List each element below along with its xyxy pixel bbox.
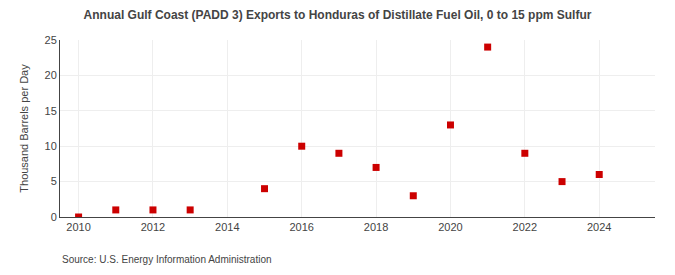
svg-text:10: 10 bbox=[45, 140, 57, 152]
svg-text:15: 15 bbox=[45, 105, 57, 117]
svg-text:2024: 2024 bbox=[587, 221, 611, 233]
svg-text:Source: U.S. Energy Informatio: Source: U.S. Energy Information Administ… bbox=[62, 254, 272, 265]
svg-text:2016: 2016 bbox=[289, 221, 313, 233]
svg-text:20: 20 bbox=[45, 69, 57, 81]
svg-text:2010: 2010 bbox=[66, 221, 90, 233]
svg-text:2018: 2018 bbox=[364, 221, 388, 233]
svg-text:Annual Gulf Coast (PADD 3) Exp: Annual Gulf Coast (PADD 3) Exports to Ho… bbox=[84, 8, 592, 22]
svg-text:0: 0 bbox=[51, 211, 57, 223]
svg-text:Thousand Barrels per Day: Thousand Barrels per Day bbox=[18, 64, 30, 193]
svg-text:2022: 2022 bbox=[513, 221, 537, 233]
svg-text:25: 25 bbox=[45, 34, 57, 46]
svg-text:2020: 2020 bbox=[438, 221, 462, 233]
svg-text:2012: 2012 bbox=[141, 221, 165, 233]
svg-text:5: 5 bbox=[51, 175, 57, 187]
svg-text:2014: 2014 bbox=[215, 221, 239, 233]
